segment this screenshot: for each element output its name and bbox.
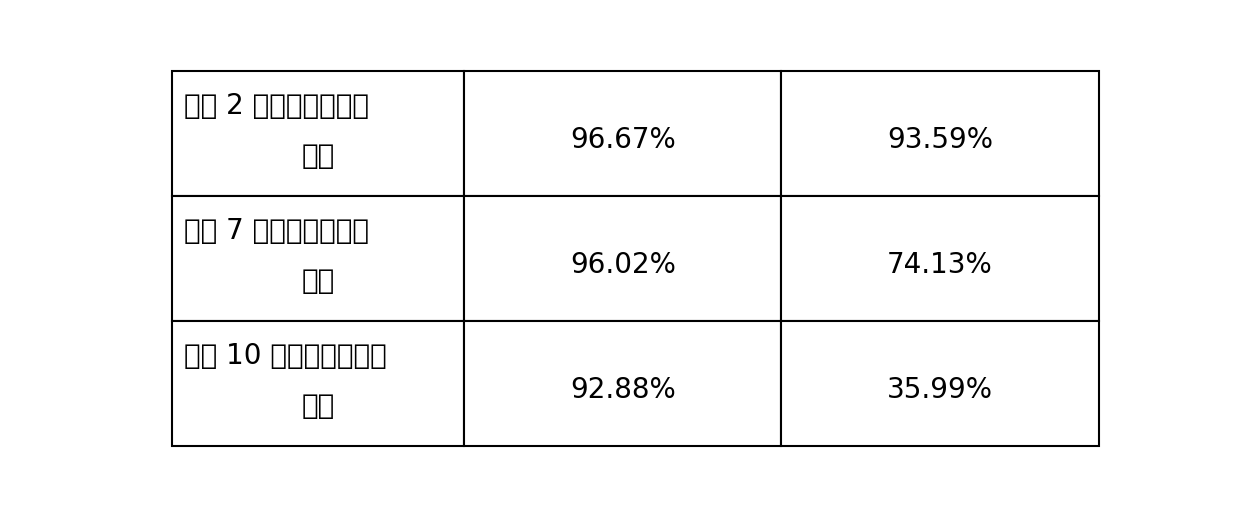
Text: 96.67%: 96.67%	[570, 126, 676, 154]
Bar	[172, 321, 464, 446]
Bar	[172, 71, 464, 196]
Text: 治疗 7 天后效果（防治: 治疗 7 天后效果（防治	[184, 217, 368, 245]
Bar	[464, 71, 781, 196]
Text: 96.02%: 96.02%	[570, 251, 676, 279]
Bar	[464, 321, 781, 446]
Text: 率）: 率）	[301, 392, 335, 420]
Text: 治疗 2 天后效果（防治: 治疗 2 天后效果（防治	[184, 92, 368, 120]
Bar	[781, 321, 1099, 446]
Text: 治疗 10 天后效果（防治: 治疗 10 天后效果（防治	[184, 342, 387, 370]
Text: 93.59%: 93.59%	[887, 126, 993, 154]
Text: 率）: 率）	[301, 142, 335, 170]
Bar	[464, 196, 781, 321]
Text: 率）: 率）	[301, 267, 335, 295]
Text: 74.13%: 74.13%	[887, 251, 993, 279]
Bar	[781, 71, 1099, 196]
Bar	[781, 196, 1099, 321]
Bar	[172, 196, 464, 321]
Text: 92.88%: 92.88%	[570, 376, 676, 403]
Text: 35.99%: 35.99%	[887, 376, 993, 403]
